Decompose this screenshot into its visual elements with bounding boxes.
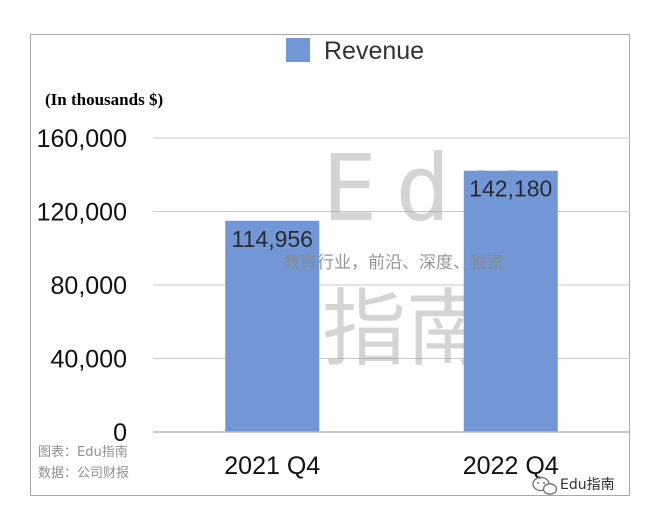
y-tick-label: 80,000 [51, 272, 127, 300]
bar-2022-q4 [463, 170, 558, 432]
y-tick-label: 40,000 [51, 346, 127, 374]
x-tick-label: 2022 Q4 [463, 452, 559, 480]
y-tick-label: 0 [113, 419, 127, 447]
watermark-tagline: 教育行业，前沿、深度、独家 [283, 253, 504, 273]
bars [225, 170, 558, 432]
x-axis-ticks: 2021 Q4 2022 Q4 [224, 452, 559, 480]
bar-2021-q4 [225, 220, 320, 432]
data-label: 142,180 [469, 176, 552, 202]
legend-label-revenue: Revenue [324, 37, 424, 65]
data-labels: 114,956 142,180 [232, 176, 553, 252]
y-tick-label: 120,000 [37, 199, 127, 227]
wechat-icon [532, 476, 558, 495]
chart-source-note: 图表：Edu指南 [38, 444, 128, 460]
data-source-note: 数据：公司财报 [38, 466, 129, 481]
chart-frame [30, 34, 630, 496]
y-tick-label: 160,000 [37, 125, 127, 153]
legend-swatch-revenue [286, 38, 310, 62]
watermark: Edu 指南 [322, 135, 524, 378]
watermark-brand-cn: 指南 [322, 280, 490, 378]
x-tick-label: 2021 Q4 [224, 452, 320, 480]
data-label: 114,956 [232, 226, 313, 252]
y-axis-ticks: 0 40,000 80,000 120,000 160,000 [37, 125, 127, 447]
brand-badge-label: Edu指南 [560, 477, 615, 493]
unit-label: (In thousands $) [45, 90, 163, 109]
